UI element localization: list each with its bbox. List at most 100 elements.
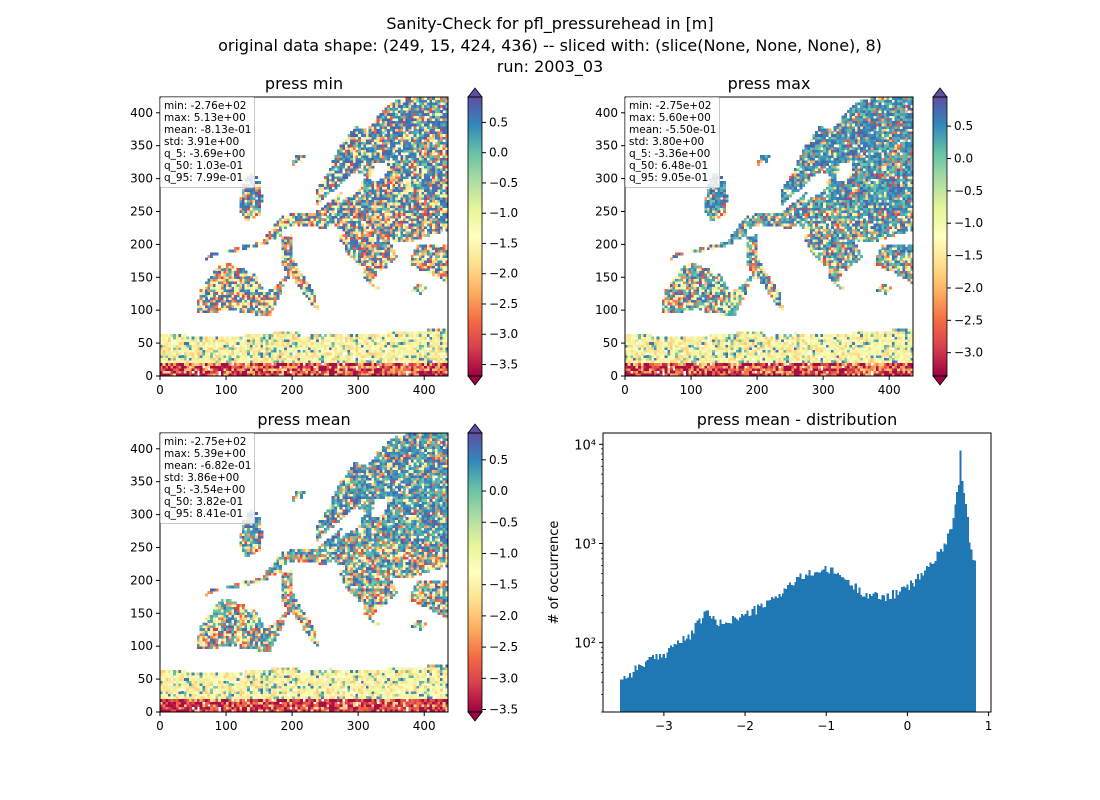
histogram-bar [771, 596, 774, 712]
stats-std: std: 3.86e+00 [164, 472, 240, 484]
y-tick-label: 300 [130, 508, 153, 522]
colorbar-tick-label: −1.0 [489, 206, 518, 220]
histogram-bar [888, 599, 891, 712]
stats-q50: q_50: 1.03e-01 [164, 160, 244, 172]
histogram-bar [918, 579, 921, 712]
histogram-bar [655, 653, 658, 712]
histogram-bar [749, 615, 752, 712]
histogram-bar [886, 593, 889, 712]
histogram-bar [900, 587, 903, 712]
colorbar-tick-label: 0.0 [954, 151, 973, 165]
y-tick-label: 0 [610, 369, 618, 383]
histogram-bar [861, 596, 864, 712]
histogram-bar [851, 585, 854, 712]
histogram-bar [854, 583, 857, 712]
histogram-bar [813, 572, 816, 712]
x-tick-label: 200 [281, 383, 304, 397]
y-tick-label: 150 [130, 606, 153, 620]
histogram-bar [780, 596, 783, 712]
histogram-bar [973, 560, 976, 712]
histogram-bar [877, 598, 880, 712]
colorbar-tick-label: −2.5 [489, 297, 518, 311]
histogram-bar [724, 622, 728, 712]
colorbar-ramp [468, 97, 482, 376]
histogram-bar [710, 618, 713, 712]
histogram-bar [790, 585, 793, 712]
stats-box-press-min: min: -2.76e+02 max: 5.13e+00 mean: -8.13… [160, 97, 256, 188]
histogram-bar [803, 578, 806, 712]
histogram-bar [835, 573, 838, 712]
histogram-bar [630, 677, 633, 712]
y-tick-label: 50 [138, 672, 153, 686]
histogram-bar [776, 598, 779, 712]
histogram-bar [815, 571, 818, 712]
colorbar-tick-label: 0.5 [489, 453, 508, 467]
colorbar-tick-label: −3.0 [954, 346, 983, 360]
stats-q50: q_50: 6.48e-01 [629, 160, 709, 172]
colorbar-tick-label: −2.0 [489, 609, 518, 623]
histogram-bar [767, 600, 770, 712]
histogram-bar [797, 576, 800, 712]
histogram-bar [909, 580, 912, 712]
histogram-bar [708, 616, 712, 712]
histogram-bar [913, 586, 916, 712]
histogram-bar [717, 626, 720, 712]
histogram-bar [934, 560, 937, 712]
histogram-bar [819, 572, 822, 712]
histogram-bar [721, 623, 724, 712]
heatmap-panel-0: 0 100 200 300 400 0 50 100 150 200 250 300 350 400 pre… [130, 74, 518, 397]
stats-box-press-mean: min: -2.75e+02 max: 5.39e+00 mean: -6.82… [160, 433, 256, 524]
histogram-bar [844, 579, 847, 712]
stats-min: min: -2.75e+02 [164, 436, 247, 448]
histogram-bar [970, 549, 973, 712]
colorbar-ramp [468, 433, 482, 712]
histogram-bar [829, 567, 832, 712]
colorbar-tick-label: −3.0 [489, 327, 518, 341]
stats-q95: q_95: 8.41e-01 [164, 508, 244, 520]
histogram-bar [863, 596, 866, 712]
y-tick-label: 150 [595, 270, 618, 284]
histogram-bar [904, 587, 907, 712]
heatmap-panel-1: 0 100 200 300 400 0 50 100 150 200 250 300 350 400 pre… [595, 74, 983, 397]
histogram-bar [893, 598, 896, 712]
histogram-bar [874, 592, 877, 712]
plot-frame [159, 96, 449, 377]
x-tick-label: 100 [215, 383, 238, 397]
histogram-bar [623, 676, 626, 712]
stats-max: max: 5.13e+00 [164, 112, 246, 124]
histogram-bar [680, 642, 683, 712]
stats-box-press-max: min: -2.75e+02 max: 5.60e+00 mean: -5.50… [625, 97, 721, 188]
colorbar-tick-label: −1.5 [489, 578, 518, 592]
y-tick-label: 400 [130, 106, 153, 120]
histogram-bar [641, 666, 644, 712]
colorbar: 0.5 0.0 −0.5 −1.0 −1.5 −2.0 −2.5 −3.0 [932, 87, 983, 386]
y-tick-label: 250 [130, 540, 153, 554]
histogram-bar [836, 572, 839, 712]
y-tick-label: 50 [138, 336, 153, 350]
histogram-bar [968, 542, 971, 712]
histogram-bar [824, 565, 827, 712]
histogram-bar [707, 610, 710, 712]
histogram-bar [792, 585, 795, 712]
y-tick-label: 10³ [574, 537, 596, 552]
histogram-bar [817, 572, 820, 712]
histogram-bar [860, 595, 863, 712]
histogram-bar [959, 450, 962, 712]
y-tick-label: 350 [130, 139, 153, 153]
histogram-bar [940, 549, 943, 712]
histogram-bar [625, 678, 628, 712]
histogram-bar [748, 615, 751, 712]
histogram-bar [938, 552, 941, 712]
histogram-bar [902, 586, 905, 712]
histogram-bar [660, 657, 664, 712]
histogram-bar [847, 580, 850, 712]
histogram-bar [966, 517, 969, 712]
histogram-bar [684, 640, 687, 712]
stats-q5: q_5: -3.69e+00 [164, 148, 246, 160]
histogram-bar [895, 589, 898, 712]
histogram-bar [849, 585, 852, 712]
stats-q5: q_5: -3.36e+00 [629, 148, 711, 160]
histogram-bar [620, 679, 623, 712]
histogram-bar [931, 564, 934, 712]
histogram-bar [945, 544, 948, 712]
